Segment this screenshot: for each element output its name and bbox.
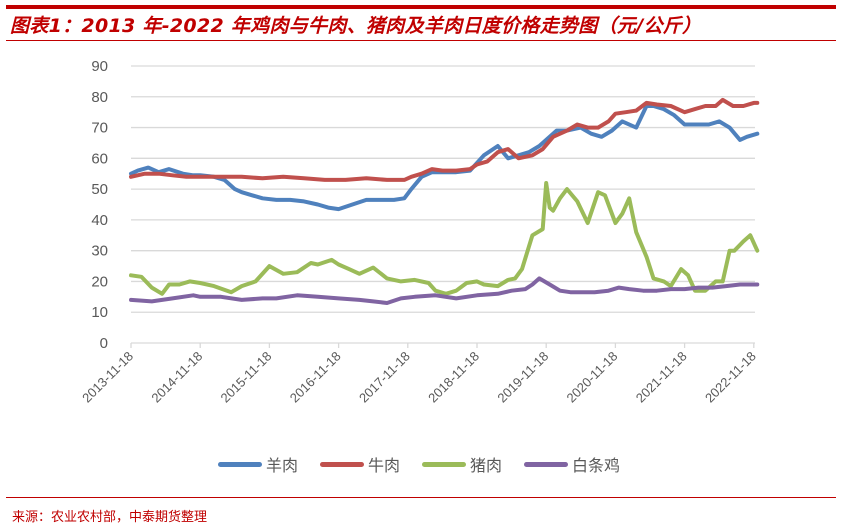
legend-label: 猪肉 — [470, 456, 503, 475]
legend-item-mutton: 羊肉 — [218, 452, 298, 476]
legend-swatch-pork — [422, 461, 467, 467]
legend-swatch-mutton — [218, 461, 262, 467]
title-divider — [6, 40, 836, 41]
series-line-chicken — [129, 276, 760, 305]
x-tick-label: 2013-11-18 — [79, 349, 136, 406]
legend: 羊肉 牛肉 猪肉 白条鸡 — [218, 452, 620, 476]
chart-title: 图表1：2013 年-2022 年鸡肉与牛肉、猪肉及羊肉日度价格走势图（元/公斤… — [10, 15, 702, 37]
y-tick-label: 20 — [91, 273, 108, 290]
legend-label: 白条鸡 — [572, 456, 621, 475]
x-axis: 2013-11-18 2014-11-18 2015-11-18 2016-11-18… — [79, 342, 759, 406]
x-tick-label: 2020-11-18 — [564, 349, 621, 406]
x-tick-label: 2018-11-18 — [425, 349, 482, 406]
y-tick-label: 50 — [91, 181, 108, 198]
y-tick-label: 70 — [91, 120, 108, 137]
x-tick-label: 2021-11-18 — [633, 349, 690, 406]
series-line-beef — [129, 97, 760, 182]
x-tick-label: 2022-11-18 — [702, 349, 759, 406]
y-axis-ticks: 0 10 20 30 40 50 60 70 80 90 — [91, 58, 108, 352]
y-tick-label: 10 — [91, 304, 108, 321]
series-line-pork — [129, 181, 760, 296]
gridlines — [131, 65, 755, 313]
y-tick-label: 60 — [91, 150, 108, 167]
x-tick-label: 2019-11-18 — [494, 349, 551, 406]
legend-item-chicken: 白条鸡 — [524, 452, 620, 476]
x-tick-label: 2017-11-18 — [356, 349, 413, 406]
legend-label: 羊肉 — [266, 456, 299, 475]
x-tick-label: 2015-11-18 — [218, 349, 275, 406]
legend-swatch-beef — [320, 461, 365, 467]
line-chart: 0 10 20 30 40 50 60 70 80 90 2013-11-18 2014-11-18… — [79, 58, 760, 406]
y-tick-label: 80 — [91, 89, 108, 106]
legend-swatch-chicken — [524, 461, 569, 467]
y-tick-label: 0 — [100, 335, 108, 352]
y-tick-label: 30 — [91, 243, 108, 260]
legend-item-beef: 牛肉 — [320, 452, 400, 476]
source-note: 来源：农业农村部，中泰期货整理 — [12, 510, 208, 525]
series-line-mutton — [129, 104, 760, 212]
data-series — [129, 97, 760, 305]
y-tick-label: 40 — [91, 212, 108, 229]
x-tick-label: 2016-11-18 — [287, 349, 344, 406]
legend-label: 牛肉 — [368, 456, 401, 475]
top-rule — [6, 5, 836, 9]
footer-divider — [6, 497, 836, 498]
legend-item-pork: 猪肉 — [422, 452, 502, 476]
y-tick-label: 90 — [91, 58, 108, 75]
x-tick-label: 2014-11-18 — [148, 349, 205, 406]
